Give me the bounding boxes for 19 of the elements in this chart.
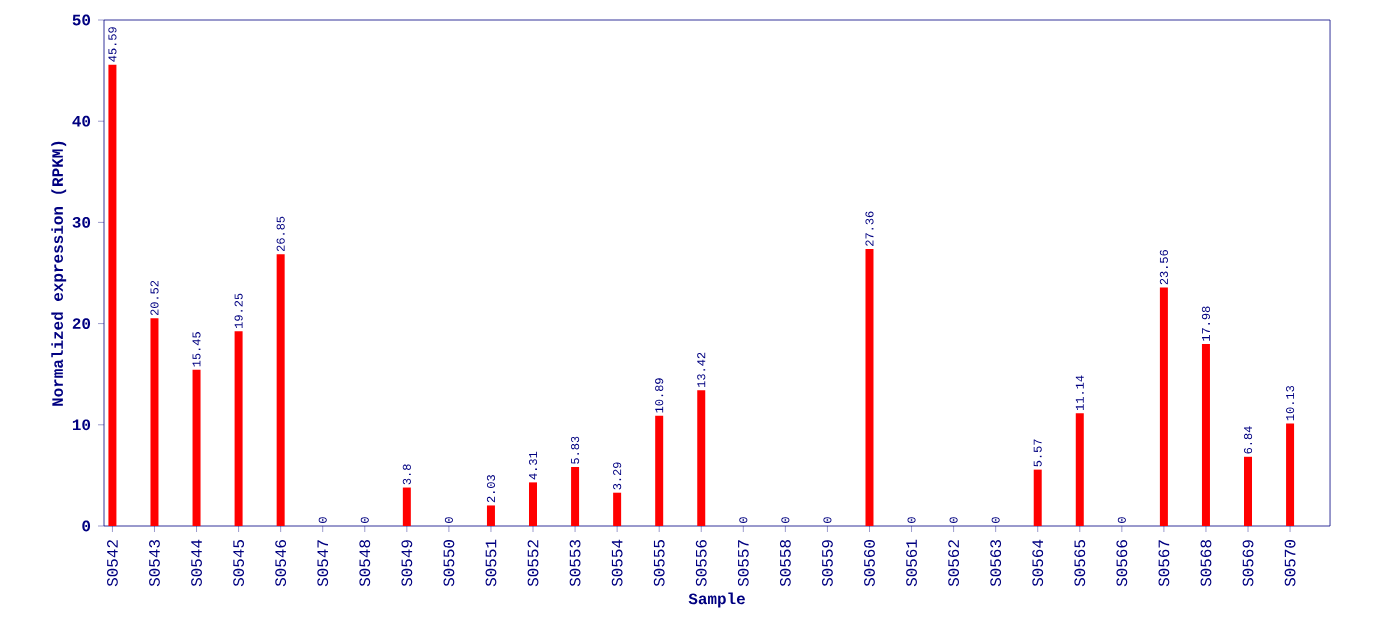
bar [571,467,580,526]
bar [1286,423,1295,526]
bar [1033,469,1042,526]
bar [150,318,159,526]
bar [276,254,285,526]
bar [1244,456,1253,526]
bar [486,505,495,526]
bar [192,369,201,526]
bar [1159,287,1168,526]
bar [529,482,538,526]
bar [655,415,664,526]
bar [234,331,243,526]
bar [402,487,411,526]
bar [697,390,706,526]
bar [865,249,874,526]
bar [108,64,117,526]
bar [613,492,622,526]
bar [1075,413,1084,526]
bar [1201,344,1210,526]
